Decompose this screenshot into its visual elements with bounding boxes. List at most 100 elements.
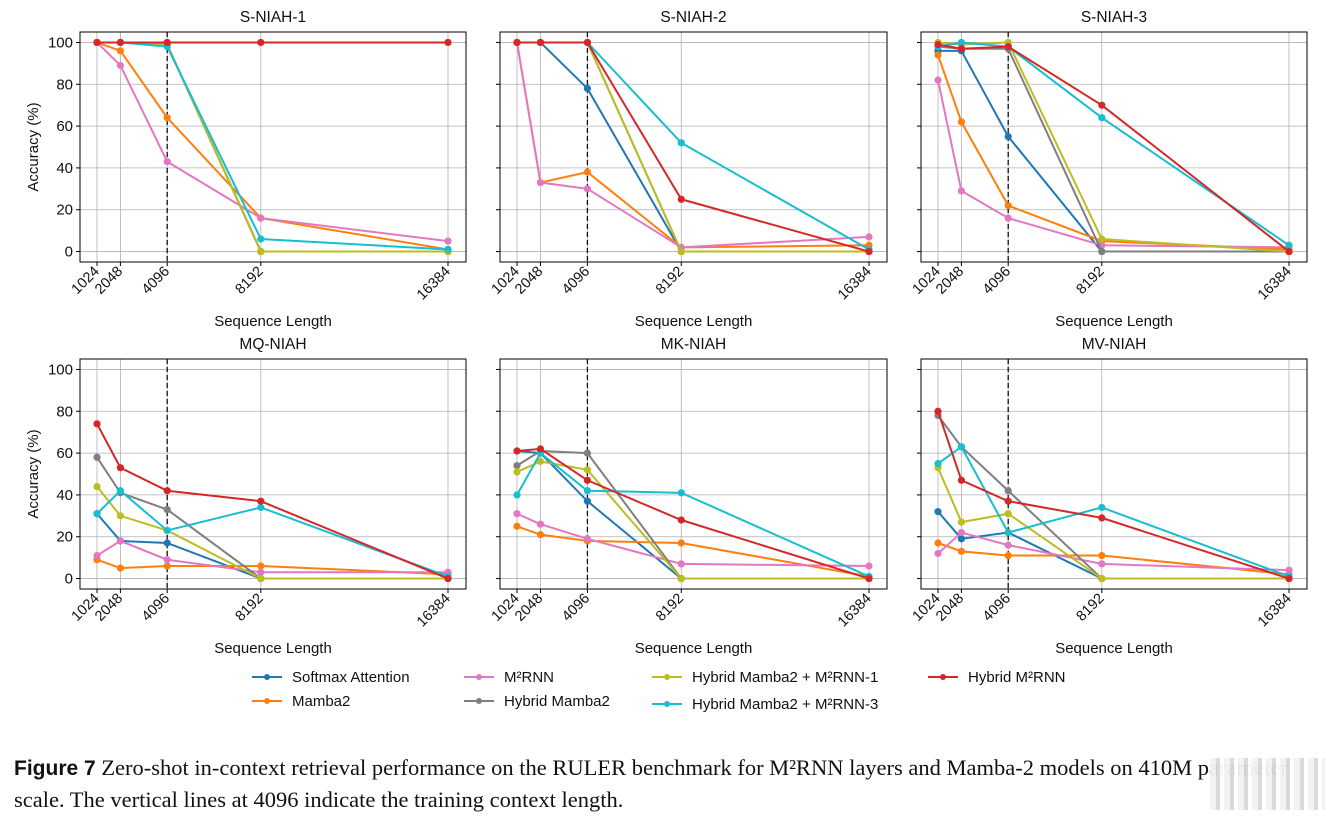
legend-item-hybrid-mamba2: Hybrid Mamba2 [462, 690, 610, 712]
data-point [583, 84, 592, 93]
x-tick-label: 8192 [653, 591, 687, 625]
y-tick-label: 0 [65, 244, 73, 261]
data-point [934, 40, 942, 49]
data-point [1004, 551, 1012, 560]
data-point [93, 482, 101, 491]
legend-marker-icon [650, 666, 684, 688]
x-tick-label: 2048 [512, 264, 546, 298]
x-axis-label: Sequence Length [635, 640, 753, 657]
x-axis-label: Sequence Length [1055, 640, 1173, 657]
data-point [536, 457, 545, 466]
data-point [1098, 514, 1106, 522]
y-tick-label: 60 [56, 118, 73, 135]
series-hybrid-mamba2 [93, 38, 452, 256]
series-hybrid-m2rnn [934, 40, 1293, 256]
data-point [957, 476, 966, 484]
x-tick-label: 16384 [414, 264, 454, 304]
data-point [116, 537, 124, 545]
y-tick-label: 60 [56, 445, 73, 462]
panel-title: S-NIAH-1 [240, 9, 306, 26]
data-point [583, 497, 592, 505]
data-point [677, 574, 685, 583]
data-point [536, 178, 545, 187]
data-point [677, 539, 685, 547]
data-point [163, 526, 171, 535]
data-point [677, 139, 685, 147]
series-m2rnn [934, 76, 1293, 251]
series-hybrid-mamba2 [934, 43, 1293, 256]
series-hybrid-mamba2 [513, 38, 873, 256]
data-point [1285, 247, 1293, 256]
legend-item-hybrid-mamba2-m2rnn-3: Hybrid Mamba2 + M²RNN-3 [650, 693, 878, 715]
plot-frame [79, 358, 467, 590]
series-line [516, 512, 870, 567]
data-point [1098, 101, 1106, 109]
watermark-blur [1210, 758, 1325, 810]
data-point [163, 539, 171, 547]
legend-item-mamba2: Mamba2 [250, 690, 350, 712]
legend-marker-icon [462, 666, 496, 688]
data-point [163, 562, 171, 570]
legend-marker-icon [250, 690, 284, 712]
data-point [163, 158, 171, 166]
y-tick-label: 40 [56, 160, 73, 177]
x-axis-label: Sequence Length [214, 640, 332, 657]
panel-title: S-NIAH-3 [1081, 9, 1147, 26]
legend-item-hybrid-mamba2-m2rnn-1: Hybrid Mamba2 + M²RNN-1 [650, 666, 878, 688]
legend-item-softmax-attention: Softmax Attention [250, 666, 410, 688]
legend-label: Mamba2 [292, 692, 351, 710]
data-point [163, 114, 171, 122]
panel-title: S-NIAH-2 [660, 9, 726, 26]
data-point [93, 38, 101, 47]
series-mamba2 [513, 38, 873, 251]
data-point [1098, 560, 1106, 568]
figure-caption: Figure 7 Zero-shot in-context retrieval … [14, 752, 1324, 815]
series-softmax-attention [93, 38, 452, 256]
series-line [96, 41, 449, 243]
data-point [257, 38, 265, 47]
series-line [937, 43, 1290, 253]
x-tick-label: 8192 [1073, 591, 1107, 625]
x-tick-label: 16384 [1255, 591, 1295, 631]
data-point [957, 45, 966, 53]
data-point [957, 187, 966, 195]
x-tick-label: 4096 [139, 591, 173, 625]
data-point [865, 574, 873, 583]
data-point [513, 510, 521, 518]
y-tick-label: 40 [56, 487, 73, 504]
plot-frame [499, 31, 888, 263]
legend-label: Hybrid Mamba2 + M²RNN-3 [692, 695, 879, 713]
series-line [96, 456, 448, 580]
data-point [1004, 132, 1012, 141]
data-point [934, 76, 942, 84]
data-point [257, 568, 265, 576]
data-point [513, 447, 521, 455]
data-point [513, 38, 521, 47]
data-point [865, 562, 873, 570]
y-tick-label: 20 [56, 529, 73, 546]
data-point [957, 118, 966, 126]
series-line [937, 41, 1290, 247]
data-point [1004, 214, 1012, 222]
data-point [957, 547, 966, 555]
data-point [536, 38, 545, 47]
x-tick-label: 16384 [835, 264, 875, 304]
series-hybrid-mamba2-m2rnn-3 [934, 443, 1293, 581]
panel-title: MQ-NIAH [239, 336, 306, 353]
series-m2rnn [513, 510, 873, 570]
plot-frame [499, 358, 888, 590]
data-point [513, 468, 521, 476]
series-hybrid-m2rnn [93, 38, 452, 47]
legend-marker-icon [650, 693, 684, 715]
series-m2rnn [934, 528, 1293, 574]
data-point [957, 518, 966, 526]
data-point [116, 61, 124, 70]
series-hybrid-m2rnn [93, 420, 452, 583]
y-tick-label: 20 [56, 202, 73, 219]
data-point [583, 449, 592, 457]
data-point [116, 47, 124, 55]
data-point [1004, 497, 1012, 505]
